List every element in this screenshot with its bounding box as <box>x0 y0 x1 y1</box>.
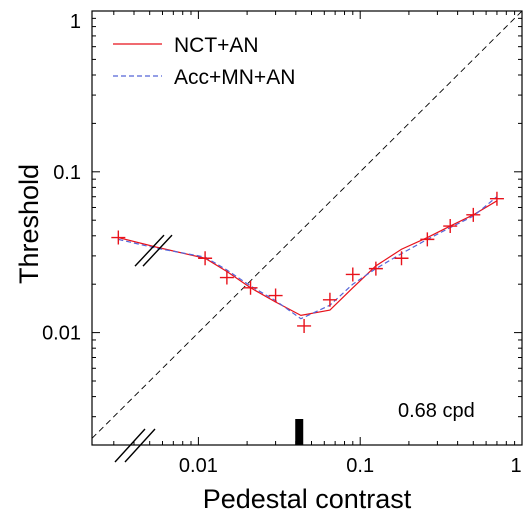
data-point <box>394 251 409 266</box>
data-point <box>268 288 283 303</box>
data-point <box>420 232 435 247</box>
x-tick-label: 1 <box>510 455 521 477</box>
data-point <box>489 191 504 206</box>
identity-line <box>91 10 523 439</box>
frequency-annotation: 0.68 cpd <box>398 400 475 422</box>
x-axis-label: Pedestal contrast <box>203 484 412 514</box>
data-point <box>198 251 213 266</box>
x-tick-label: 0.1 <box>346 455 374 477</box>
legend-background <box>108 25 328 100</box>
data-point <box>345 267 360 282</box>
data-point <box>297 318 312 333</box>
y-tick-label: 0.01 <box>42 323 81 345</box>
series-line-nct-an <box>118 200 498 316</box>
legend: NCT+AN Acc+MN+AN <box>108 25 328 100</box>
data-point <box>243 280 258 295</box>
pedestal-marker-bar <box>295 419 304 445</box>
data-point <box>443 219 458 234</box>
data-point <box>111 230 126 245</box>
plot-frame <box>91 10 523 446</box>
legend-label-nct-an: NCT+AN <box>174 34 259 57</box>
y-tick-label: 0.1 <box>53 162 81 184</box>
series-axis-break <box>134 234 173 267</box>
y-axis-label: Threshold <box>14 164 44 284</box>
y-tick-label: 1 <box>70 11 81 33</box>
legend-label-acc-mn-an: Acc+MN+AN <box>174 66 295 89</box>
x-tick-label: 0.01 <box>179 455 218 477</box>
data-point <box>322 292 337 307</box>
series-line-acc-mn-an <box>118 196 498 320</box>
data-point <box>368 261 383 276</box>
data-point <box>466 207 481 222</box>
data-point <box>219 270 234 285</box>
